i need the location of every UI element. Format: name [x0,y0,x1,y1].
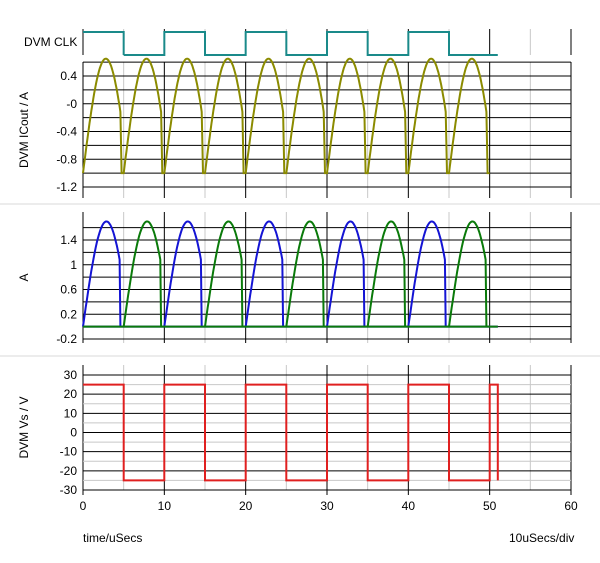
phase-y-tick-label: 1 [70,258,77,272]
x-tick-label: 40 [402,499,416,513]
clock-trace [123,31,498,56]
current-y-tick-label: -0.4 [56,125,77,139]
x-tick-label: 20 [239,499,253,513]
x-tick-label: 30 [320,499,334,513]
current-y-tick-label: 0.4 [60,69,77,83]
phase-y-tick-label: -0.2 [56,332,77,346]
x-tick-label: 60 [564,499,578,513]
phase-series-0-line [82,220,498,328]
phase-y-tick-label: 1.4 [60,233,77,247]
voltage-y-tick-label: 10 [64,406,78,420]
phase-y-tick-label: 0.6 [60,283,77,297]
x-axis-label: time/uSecs [83,531,143,545]
phase-panel-label: A [17,273,31,281]
phase-series-1-line [83,220,498,328]
voltage-y-tick-label: -20 [60,464,78,478]
clock-trace-start [83,31,125,55]
voltage-y-tick-label: -10 [60,445,78,459]
voltage-y-tick-label: 30 [64,368,78,382]
x-tick-label: 0 [80,499,87,513]
current-panel-label: DVM ICout / A [17,92,31,168]
current-y-tick-label: -0 [66,97,77,111]
voltage-y-tick-label: -30 [60,483,78,497]
x-tick-label: 50 [483,499,497,513]
voltage-y-tick-label: 0 [70,426,77,440]
current-y-tick-label: -0.8 [56,152,77,166]
clock-panel-label: DVM CLK [24,35,77,49]
current-y-tick-label: -1.2 [56,180,77,194]
voltage-panel-label: DVM Vs / V [17,396,31,458]
phase-y-tick-label: 0.2 [60,307,77,321]
current-series-0-line [82,57,490,175]
voltage-y-tick-label: 20 [64,387,78,401]
x-tick-label: 10 [158,499,172,513]
scale-label: 10uSecs/div [509,531,575,545]
voltage-series-0-line [83,383,499,482]
